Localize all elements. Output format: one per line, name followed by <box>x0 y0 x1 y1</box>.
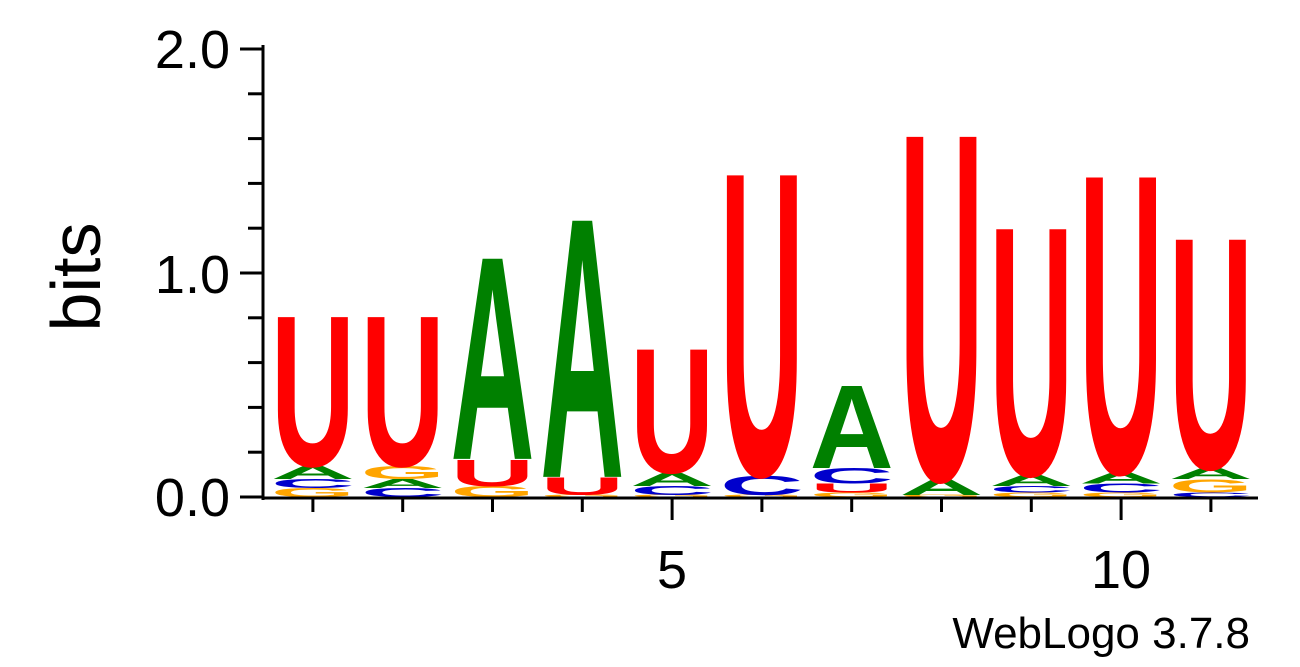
letter-A-pos-3: A <box>451 197 535 521</box>
weblogo-credit: WebLogo 3.7.8 <box>952 609 1250 658</box>
letter-U-pos-5: U <box>630 312 714 511</box>
letter-U-pos-11: U <box>1169 167 1253 538</box>
letter-U-pos-1: U <box>271 272 355 513</box>
letter-A-pos-4: A <box>540 140 624 556</box>
letter-U-pos-2: U <box>361 272 445 513</box>
y-tick-label-1: 1.0 <box>155 245 230 305</box>
y-tick-label-0: 0.0 <box>155 468 230 528</box>
letter-U-pos-6: U <box>720 81 804 568</box>
stack-position-3: GUA <box>451 197 535 521</box>
stack-position-4: GUA <box>540 140 624 556</box>
letter-U-pos-9: U <box>989 153 1073 551</box>
x-tick-label-10: 10 <box>1091 540 1151 600</box>
y-tick-label-2: 2.0 <box>155 20 230 80</box>
letter-U-pos-10: U <box>1079 84 1163 563</box>
y-tick-marks <box>240 49 263 497</box>
x-tick-label-5: 5 <box>657 540 687 600</box>
letter-A-pos-7: A <box>810 361 894 493</box>
y-axis-title: bits <box>37 223 115 332</box>
stack-position-6: GCU <box>720 81 804 568</box>
